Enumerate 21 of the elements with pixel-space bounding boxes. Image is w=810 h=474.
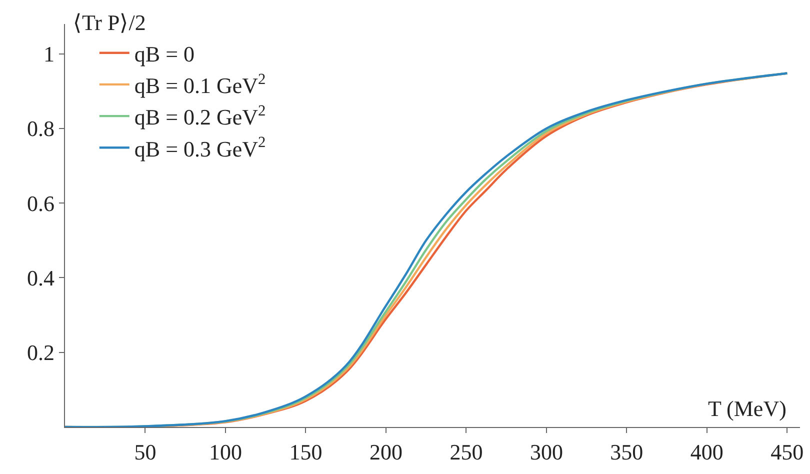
x-tick-label: 350 — [610, 440, 644, 465]
x-tick-label: 300 — [530, 440, 563, 465]
x-axis-title: T (MeV) — [708, 396, 786, 421]
y-tick-label: 0.8 — [26, 116, 54, 142]
legend-label: qB = 0.2 GeV$^{2}$ — [134, 102, 266, 130]
y-tick-label: 0.4 — [26, 265, 54, 290]
y-tick-label: 0.6 — [26, 190, 54, 216]
line-series — [65, 72, 788, 427]
legend-label: qB = 0.1 GeV$^{2}$ — [134, 70, 266, 98]
y-tick-label: 1 — [43, 42, 54, 67]
x-tick-label: 150 — [289, 440, 322, 465]
legend-label: qB = 0 — [134, 41, 194, 66]
x-tick-label: 250 — [450, 440, 483, 465]
x-tick-label: 50 — [134, 440, 156, 465]
y-axis-title: ⟨Tr P⟩/2 — [73, 10, 146, 35]
legend-label: qB = 0.3 GeV$^{2}$ — [134, 134, 266, 162]
x-tick-label: 450 — [770, 440, 804, 465]
x-tick-label: 200 — [369, 440, 402, 465]
x-tick-label: 400 — [690, 440, 724, 465]
y-tick-label: 0.2 — [26, 340, 54, 366]
x-tick-label: 100 — [208, 440, 242, 465]
